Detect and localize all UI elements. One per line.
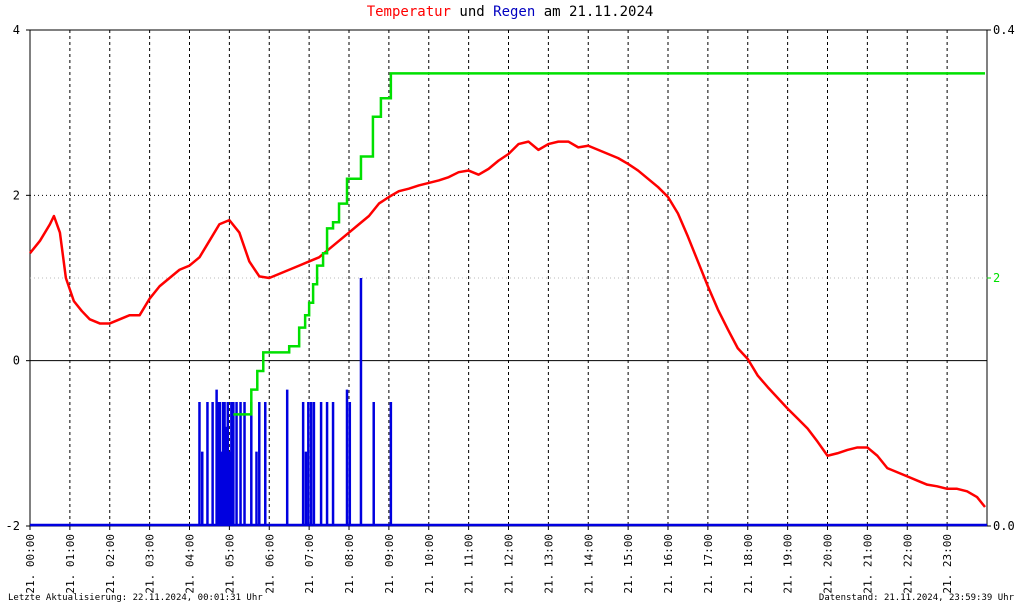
rain-cumulative-line (233, 72, 986, 416)
title-date: am 21.11.2024 (535, 4, 654, 20)
x-tick-label: 21. 05:00 (223, 534, 236, 594)
x-tick-label: 21. 16:00 (662, 534, 675, 594)
chart-title: Temperatur und Regen am 21.11.2024 (0, 4, 1020, 20)
temperature-line (29, 140, 986, 508)
x-tick-label: 21. 20:00 (822, 534, 835, 594)
y-right-tick-label: 0.4 (993, 23, 1015, 37)
x-tick-label: 21. 11:00 (463, 534, 476, 594)
x-tick-label: 21. 14:00 (582, 534, 595, 594)
x-tick-label: 21. 01:00 (64, 534, 77, 594)
x-tick-label: 21. 18:00 (742, 534, 755, 594)
x-tick-label: 21. 00:00 (24, 534, 37, 594)
x-tick-label: 21. 15:00 (622, 534, 635, 594)
title-and: und (450, 4, 494, 20)
x-tick-label: 21. 10:00 (423, 534, 436, 594)
x-tick-label: 21. 13:00 (542, 534, 555, 594)
x-tick-label: 21. 04:00 (184, 534, 197, 594)
y-left-tick-label: 0 (13, 354, 20, 368)
x-tick-label: 21. 07:00 (303, 534, 316, 594)
x-tick-label: 21. 06:00 (263, 534, 276, 594)
x-tick-label: 21. 09:00 (383, 534, 396, 594)
x-tick-label: 21. 02:00 (104, 534, 117, 594)
y-left-tick-label: -2 (6, 519, 20, 533)
x-tick-label: 21. 22:00 (901, 534, 914, 594)
title-rain: Regen (493, 4, 536, 20)
title-temperature: Temperatur (366, 4, 451, 20)
x-tick-label: 21. 19:00 (782, 534, 795, 594)
footer-data-status: Datenstand: 21.11.2024, 23:59:39 Uhr (818, 593, 1014, 603)
y-left-tick-label: 4 (13, 23, 20, 37)
x-tick-label: 21. 12:00 (503, 534, 516, 594)
y-right-tick-label: 0.0 (993, 519, 1015, 533)
x-tick-label: 21. 17:00 (702, 534, 715, 594)
x-tick-label: 21. 08:00 (343, 534, 356, 594)
x-tick-label: 21. 23:00 (941, 534, 954, 594)
y-left-tick-label: 2 (13, 188, 20, 202)
x-tick-label: 21. 21:00 (861, 534, 874, 594)
footer-last-update: Letzte Aktualisierung: 22.11.2024, 00:01… (8, 593, 263, 603)
y-right-cumulative-label: 2 (993, 271, 1000, 285)
x-tick-label: 21. 03:00 (144, 534, 157, 594)
